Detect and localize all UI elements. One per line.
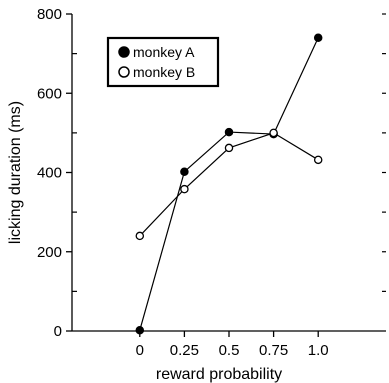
y-tick-label: 800	[37, 6, 62, 23]
x-tick-label: 0.75	[259, 342, 288, 359]
series-layer	[135, 33, 323, 335]
y-tick-label: 600	[37, 85, 62, 102]
legend-label-monkey-b: monkey B	[133, 64, 195, 80]
monkey-a-point	[224, 127, 234, 137]
x-tick-label: 0.5	[219, 342, 240, 359]
monkey-b-point	[180, 184, 189, 194]
x-tick-label: 1.0	[308, 342, 329, 359]
y-tick-label: 400	[37, 165, 62, 182]
y-tick-label: 200	[37, 244, 62, 261]
monkey-a-point	[135, 325, 145, 335]
monkey-b-point	[224, 143, 234, 153]
y-tick-label: 0	[54, 323, 62, 340]
ticks: 0 200 400 600 800 0 0.25 0.5 0.75 1.0	[37, 6, 386, 359]
monkey-b-point	[269, 128, 278, 138]
monkey-b-point	[313, 155, 323, 165]
legend-marker-monkey-a	[118, 46, 130, 58]
monkey-a-point	[313, 33, 323, 43]
x-tick-label: 0.25	[170, 342, 199, 359]
x-axis-label: reward probability	[156, 366, 282, 383]
monkey-b-point	[135, 231, 145, 241]
monkey-a-point	[180, 167, 189, 176]
y-axis-label: licking duration (ms)	[7, 101, 24, 244]
legend-label-monkey-a: monkey A	[133, 44, 195, 60]
legend-marker-monkey-b	[118, 66, 130, 78]
legend-box	[106, 36, 220, 88]
legend: monkey A monkey B	[106, 36, 220, 88]
x-tick-label: 0	[136, 342, 144, 359]
